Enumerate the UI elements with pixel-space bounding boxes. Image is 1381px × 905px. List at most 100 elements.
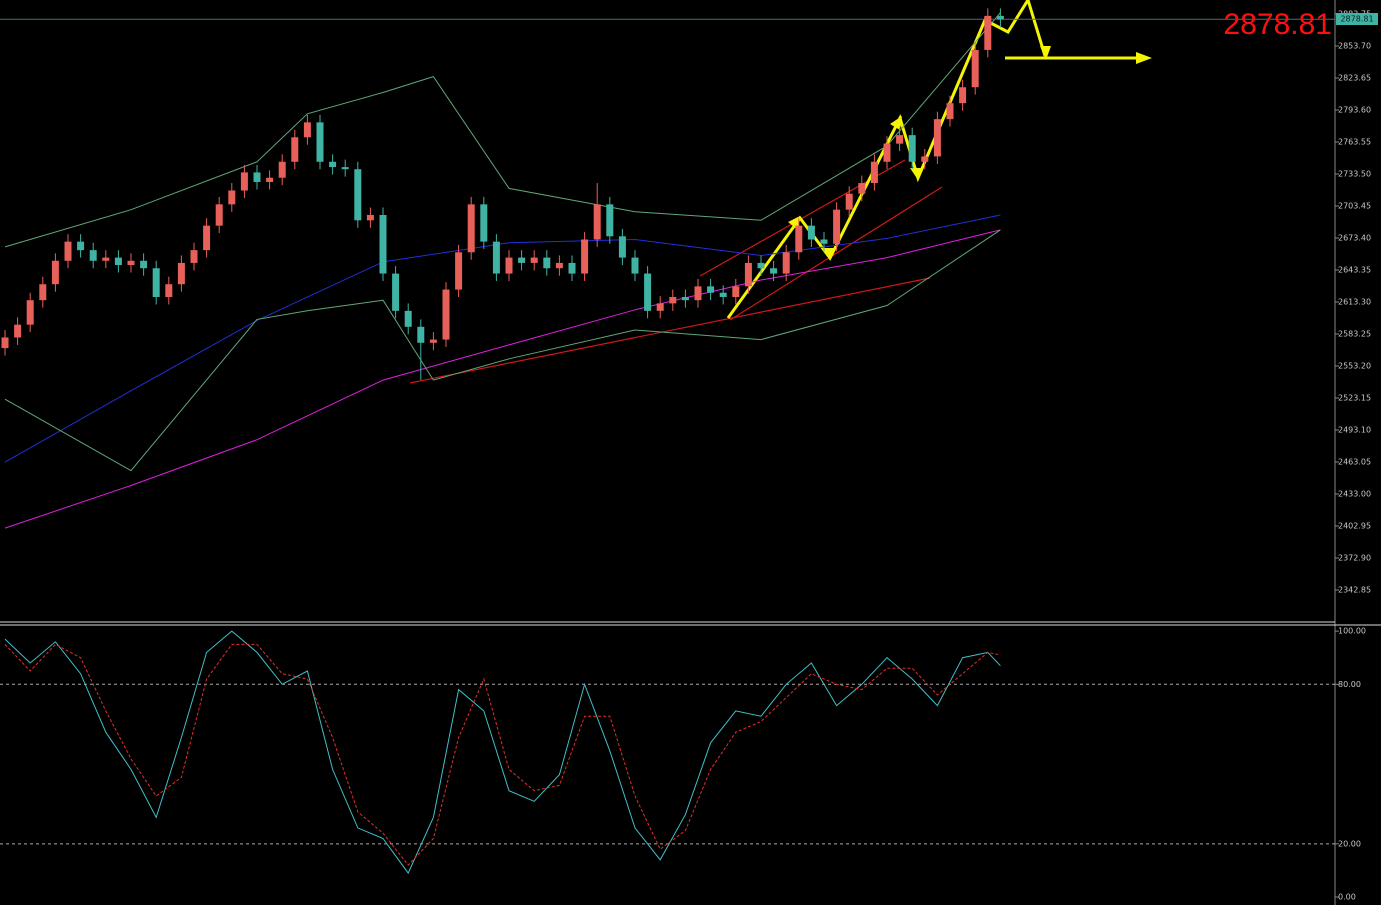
candle-body	[833, 209, 841, 244]
candle-body	[732, 286, 740, 297]
candle-body	[266, 177, 274, 182]
candle-body	[14, 324, 22, 338]
candle-body	[165, 284, 173, 297]
candle-body	[291, 137, 299, 162]
y-tick-label: 2613.30	[1338, 298, 1371, 307]
candle-body	[26, 300, 34, 325]
y-tick-label: 2523.15	[1338, 394, 1371, 403]
candle-body	[568, 262, 576, 274]
y-tick-label: 0.00	[1338, 893, 1356, 902]
candle-body	[606, 204, 614, 237]
candle-body	[719, 292, 727, 297]
candle-body	[379, 215, 387, 274]
candle-body	[782, 252, 790, 274]
candle-body	[89, 250, 97, 261]
indicator-line	[4, 214, 1001, 463]
candle-body	[480, 204, 488, 242]
candle-body	[140, 260, 148, 269]
y-tick-label: 80.00	[1338, 680, 1361, 689]
candle-body	[820, 239, 828, 244]
y-tick-label: 2643.35	[1338, 266, 1371, 275]
candle-body	[303, 122, 311, 138]
candle-body	[203, 225, 211, 251]
candle-body	[996, 15, 1004, 20]
candle-body	[114, 257, 122, 266]
candle-body	[518, 257, 526, 263]
arrow-head	[1040, 46, 1051, 60]
y-tick-label: 2673.40	[1338, 234, 1371, 243]
candle-body	[870, 161, 878, 184]
candle-body	[883, 143, 891, 162]
arrow-head	[910, 168, 922, 180]
candle-body	[39, 284, 47, 301]
candle-body	[744, 262, 752, 287]
candle-body	[152, 268, 160, 297]
candle-body	[215, 204, 223, 226]
candle-body	[971, 49, 979, 88]
y-tick-label: 2823.65	[1338, 74, 1371, 83]
oscillator-line	[4, 643, 1001, 866]
indicator-line	[4, 229, 1001, 472]
y-tick-label: 2583.25	[1338, 330, 1371, 339]
trendline	[409, 277, 931, 384]
candle-body	[543, 257, 551, 269]
candle-body	[618, 236, 626, 258]
y-tick-label: 2402.95	[1338, 522, 1371, 531]
candle-body	[467, 204, 475, 253]
arrow-head	[1136, 52, 1152, 64]
y-tick-label: 2493.10	[1338, 426, 1371, 435]
candle-body	[845, 193, 853, 210]
trendline	[729, 186, 943, 321]
candle-body	[1, 337, 9, 349]
indicator-line	[4, 229, 1001, 529]
y-tick-label: 2433.00	[1338, 490, 1371, 499]
price-box-label: 2878.81	[1340, 15, 1373, 24]
plot-area: 2883.752853.702823.652793.602763.552733.…	[0, 8, 1371, 902]
candle-body	[770, 268, 778, 274]
candle-body	[442, 289, 450, 340]
price-box	[1336, 13, 1378, 25]
candle-body	[656, 303, 664, 311]
candle-body	[240, 172, 248, 191]
y-tick-label: 2463.05	[1338, 458, 1371, 467]
candle-body	[707, 286, 715, 293]
y-tick-label: 2372.90	[1338, 554, 1371, 563]
candle-body	[64, 241, 72, 261]
indicator-line	[4, 12, 1001, 248]
y-tick-label: 2703.45	[1338, 202, 1371, 211]
y-tick-label: 2553.20	[1338, 362, 1371, 371]
candle-body	[933, 119, 941, 157]
candle-body	[404, 310, 412, 327]
candle-body	[669, 296, 677, 304]
y-tick-label: 2342.85	[1338, 586, 1371, 595]
candle-body	[858, 183, 866, 194]
candle-body	[190, 250, 198, 263]
candle-body	[908, 135, 916, 162]
candle-body	[795, 225, 803, 253]
candle-body	[354, 169, 362, 221]
y-tick-label: 20.00	[1338, 839, 1361, 848]
candle-body	[177, 262, 185, 285]
candle-body	[807, 225, 815, 240]
candle-body	[921, 156, 929, 162]
last-price: 2878.81	[1224, 8, 1332, 41]
candle-body	[341, 167, 349, 170]
candle-body	[77, 241, 85, 251]
candle-body	[555, 262, 563, 269]
candle-body	[455, 252, 463, 290]
candle-body	[253, 172, 261, 182]
y-tick-label: 100.00	[1338, 627, 1366, 636]
candle-body	[593, 204, 601, 240]
candle-body	[127, 260, 135, 266]
candle-body	[329, 161, 337, 168]
candle-body	[316, 122, 324, 162]
candle-body	[278, 161, 286, 178]
oscillator-line	[4, 630, 1001, 875]
candle-body	[631, 257, 639, 274]
candle-body	[896, 135, 904, 144]
y-tick-label: 2793.60	[1338, 106, 1371, 115]
candle-body	[757, 262, 765, 269]
candle-body	[228, 190, 236, 205]
